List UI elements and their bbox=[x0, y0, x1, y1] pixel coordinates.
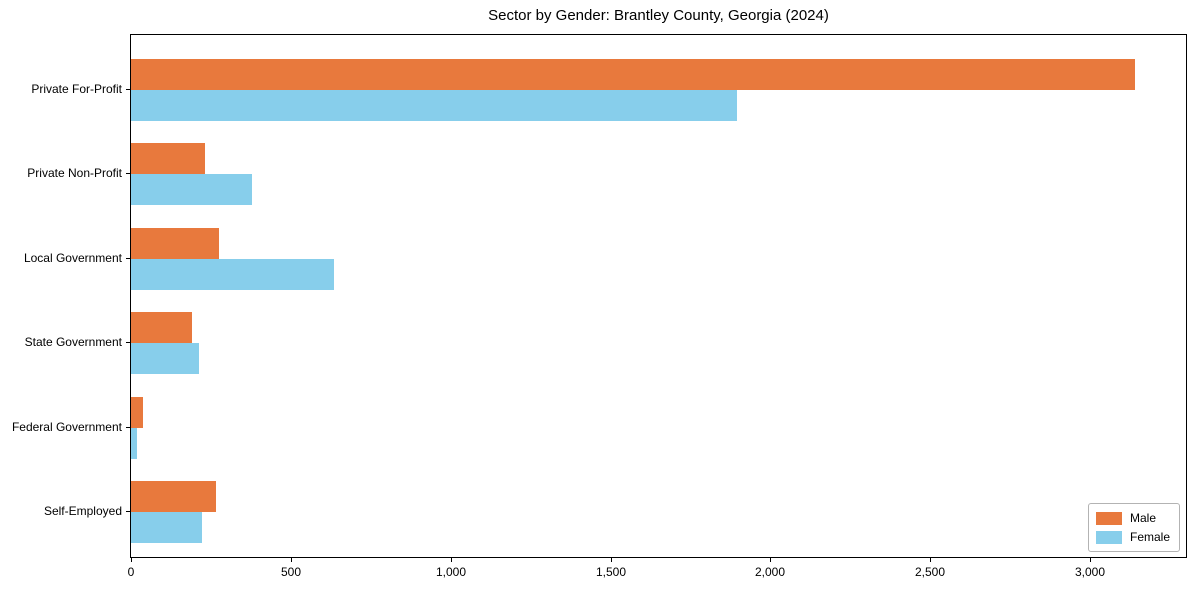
bar-female-federal-government bbox=[131, 428, 137, 459]
bar-male-federal-government bbox=[131, 397, 143, 428]
x-tick-mark bbox=[451, 558, 452, 562]
x-tick-label: 3,000 bbox=[1074, 565, 1106, 579]
y-tick-mark bbox=[126, 427, 130, 428]
bar-male-private-for-profit bbox=[131, 59, 1135, 90]
x-tick-label: 500 bbox=[280, 565, 302, 579]
female-series-swatch bbox=[1095, 530, 1122, 544]
x-tick-mark bbox=[930, 558, 931, 562]
y-tick-label-private-non-profit: Private Non-Profit bbox=[27, 166, 122, 180]
x-tick-mark bbox=[770, 558, 771, 562]
y-tick-mark bbox=[126, 511, 130, 512]
x-tick-mark bbox=[131, 558, 132, 562]
y-tick-mark bbox=[126, 89, 130, 90]
x-tick-mark bbox=[1090, 558, 1091, 562]
bar-male-local-government bbox=[131, 228, 219, 259]
x-tick-label: 2,000 bbox=[754, 565, 786, 579]
x-tick-label: 1,500 bbox=[595, 565, 627, 579]
legend-item-female: Female bbox=[1095, 529, 1170, 545]
y-tick-label-local-government: Local Government bbox=[23, 251, 122, 265]
bar-female-private-for-profit bbox=[131, 90, 737, 121]
bar-male-private-non-profit bbox=[131, 143, 205, 174]
x-tick-label: 2,500 bbox=[914, 565, 946, 579]
bar-female-self-employed bbox=[131, 512, 202, 543]
y-tick-label-state-government: State Government bbox=[24, 335, 122, 349]
y-tick-label-federal-government: Federal Government bbox=[11, 420, 122, 434]
chart-title: Sector by Gender: Brantley County, Georg… bbox=[488, 7, 829, 24]
bars-layer bbox=[131, 35, 1186, 557]
bar-female-private-non-profit bbox=[131, 174, 252, 205]
male-series-swatch bbox=[1095, 511, 1122, 525]
y-tick-label-self-employed: Self-Employed bbox=[43, 504, 122, 518]
legend: Male Female bbox=[1087, 503, 1180, 552]
x-tick-mark bbox=[611, 558, 612, 562]
legend-label-female: Female bbox=[1129, 530, 1170, 544]
y-tick-mark bbox=[126, 342, 130, 343]
y-tick-mark bbox=[126, 173, 130, 174]
x-tick-mark bbox=[291, 558, 292, 562]
x-tick-label: 1,000 bbox=[435, 565, 467, 579]
legend-item-male: Male bbox=[1095, 510, 1170, 526]
bar-female-state-government bbox=[131, 343, 199, 374]
legend-label-male: Male bbox=[1129, 511, 1156, 525]
bar-female-local-government bbox=[131, 259, 334, 290]
y-tick-label-private-for-profit: Private For-Profit bbox=[31, 82, 122, 96]
y-tick-mark bbox=[126, 258, 130, 259]
bar-male-self-employed bbox=[131, 481, 216, 512]
x-tick-label: 0 bbox=[127, 565, 135, 579]
bar-male-state-government bbox=[131, 312, 192, 343]
plot-area: Male Female bbox=[130, 34, 1187, 558]
